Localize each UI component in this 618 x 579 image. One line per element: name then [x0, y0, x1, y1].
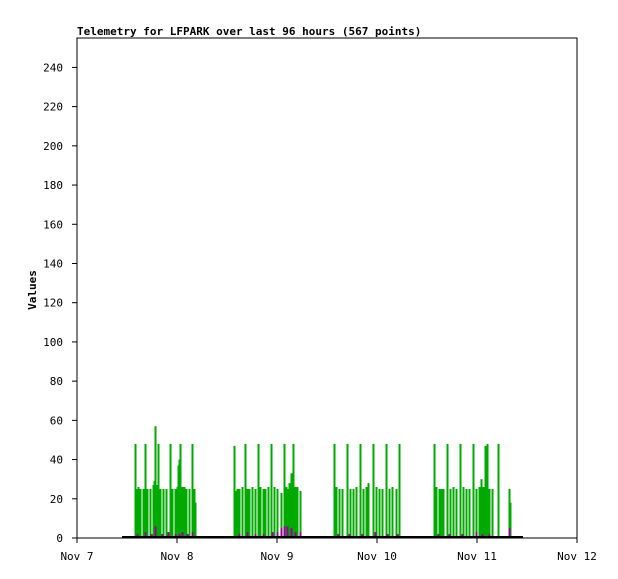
x-tick-label: Nov 10 [357, 550, 397, 563]
y-axis-label: Values [26, 270, 39, 310]
x-tick-label: Nov 11 [457, 550, 497, 563]
y-tick-label: 220 [43, 101, 63, 114]
x-tick-label: Nov 8 [160, 550, 193, 563]
y-tick-label: 200 [43, 140, 63, 153]
x-tick-label: Nov 12 [557, 550, 597, 563]
y-tick-label: 0 [56, 532, 63, 545]
y-tick-label: 240 [43, 61, 63, 74]
y-tick-label: 80 [50, 375, 63, 388]
y-tick-label: 180 [43, 179, 63, 192]
x-axis: Nov 7 Nov 8 Nov 9 Nov 10 Nov 11 Nov 12 [60, 538, 597, 563]
x-tick-label: Nov 7 [60, 550, 93, 563]
y-tick-label: 120 [43, 297, 63, 310]
x-tick-label: Nov 9 [260, 550, 293, 563]
y-tick-label: 100 [43, 336, 63, 349]
y-axis: 0 20 40 60 80 100 120 140 160 180 200 220 240 [43, 61, 77, 545]
plot-area [122, 426, 523, 539]
y-tick-label: 160 [43, 218, 63, 231]
y-tick-label: 20 [50, 493, 63, 506]
y-tick-label: 40 [50, 454, 63, 467]
series-0 [134, 426, 512, 538]
chart-title: Telemetry for LFPARK over last 96 hours … [77, 25, 421, 38]
plot-frame [76, 37, 578, 539]
y-tick-label: 60 [50, 414, 63, 427]
y-tick-label: 140 [43, 257, 63, 270]
